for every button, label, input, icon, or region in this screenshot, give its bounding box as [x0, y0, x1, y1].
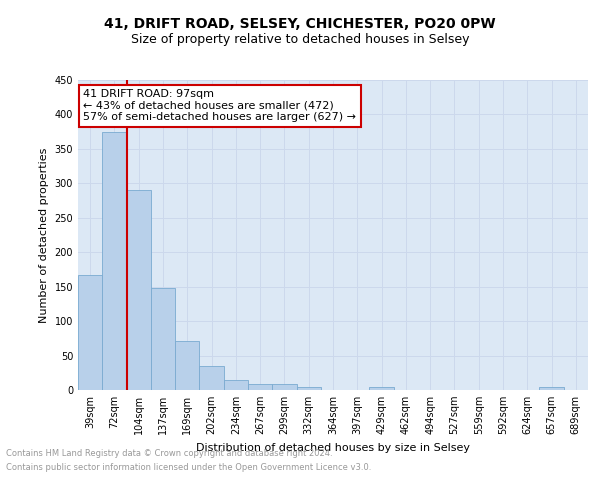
Bar [370, 387, 394, 390]
Text: Contains HM Land Registry data © Crown copyright and database right 2024.: Contains HM Land Registry data © Crown c… [6, 448, 332, 458]
Bar [78, 275, 102, 390]
Bar [102, 132, 127, 390]
Bar [224, 380, 248, 390]
Bar [127, 190, 151, 390]
X-axis label: Distribution of detached houses by size in Selsey: Distribution of detached houses by size … [196, 442, 470, 452]
Bar [296, 387, 321, 390]
Text: 41, DRIFT ROAD, SELSEY, CHICHESTER, PO20 0PW: 41, DRIFT ROAD, SELSEY, CHICHESTER, PO20… [104, 18, 496, 32]
Bar [175, 341, 199, 390]
Bar [199, 366, 224, 390]
Bar [248, 384, 272, 390]
Bar [272, 384, 296, 390]
Y-axis label: Number of detached properties: Number of detached properties [39, 148, 49, 322]
Text: Contains public sector information licensed under the Open Government Licence v3: Contains public sector information licen… [6, 464, 371, 472]
Text: Size of property relative to detached houses in Selsey: Size of property relative to detached ho… [131, 32, 469, 46]
Bar [539, 387, 564, 390]
Bar [151, 288, 175, 390]
Text: 41 DRIFT ROAD: 97sqm
← 43% of detached houses are smaller (472)
57% of semi-deta: 41 DRIFT ROAD: 97sqm ← 43% of detached h… [83, 90, 356, 122]
